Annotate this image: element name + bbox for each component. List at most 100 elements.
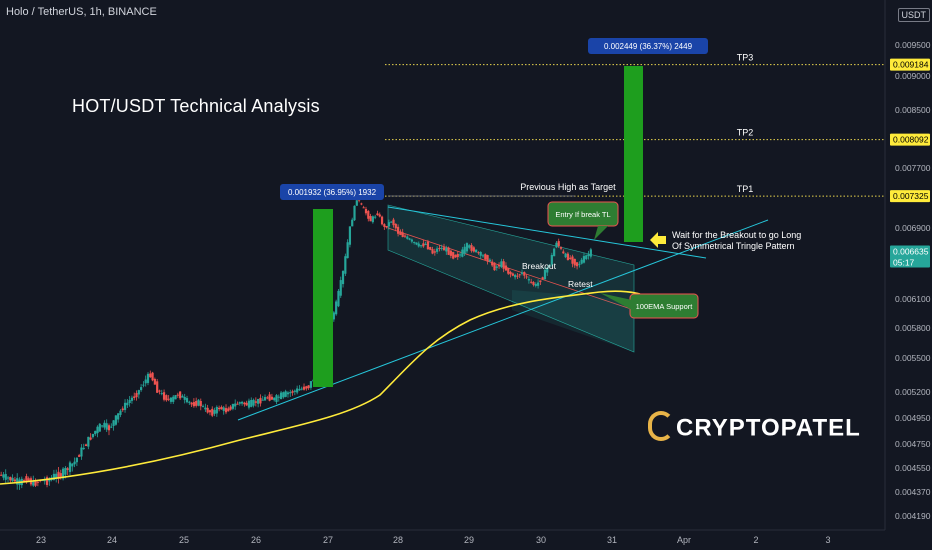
candle-body [564,253,567,258]
price-tag-countdown: 05:17 [893,258,915,268]
candle-body [413,241,416,243]
candle-body [135,393,138,398]
candle-body [536,282,540,286]
candle-body [119,410,122,415]
candle-body [369,216,372,222]
candle-body [185,398,189,403]
candle-body [80,447,83,457]
candle-body [254,401,257,403]
candle-body [298,389,301,391]
candle-body [98,423,101,432]
brand-logo: CRYPTOPATEL [648,411,861,444]
candle-body [353,205,356,221]
candle-body [383,224,386,227]
candle-body [151,372,154,381]
wait-note-line2: Of Symmetrical Tringle Pattern [672,241,795,251]
candle-body [84,444,88,446]
candle-body [48,479,51,482]
candle-body [243,402,246,405]
candle-body [364,208,368,214]
y-tick-label: 0.004750 [895,439,931,449]
candle-body [495,266,498,268]
candle-body [346,242,349,259]
y-tick-label: 0.009500 [895,40,931,50]
candle-body [169,397,173,402]
candle-body [208,410,212,413]
candle-body [300,388,303,390]
candle-body [117,413,120,420]
candle-body [284,391,287,397]
candle-body [385,225,388,228]
candle-body [401,232,404,237]
candle-body [514,274,517,278]
candle-body [452,252,455,259]
candle-body [378,214,381,217]
candle-body [426,241,430,250]
x-tick-label: 30 [536,535,546,545]
candle-body [34,480,37,486]
candle-body [534,283,537,286]
candle-body [500,261,503,268]
candle-body [275,395,278,403]
y-tick-label: 0.004370 [895,487,931,497]
ema-callout-pointer [600,293,632,310]
entry-callout [547,201,619,227]
candle-body [518,274,521,276]
candle-body [68,462,72,472]
descending-channel [387,204,635,353]
x-tick-label: Apr [677,535,691,545]
candle-body [73,461,76,465]
candle-body [477,252,480,254]
candle-body [575,262,579,267]
candle-body [190,402,193,405]
candle-body [566,253,570,261]
candle-body [449,250,452,256]
candle-body [96,426,99,434]
candle-body [406,236,409,239]
candle-body [247,400,251,408]
candle-body [158,390,161,392]
candle-body [488,259,491,262]
candle-body [6,477,10,479]
candle-body [351,219,354,227]
candle-body [222,407,225,411]
candle-body [261,399,264,401]
candle-body [215,406,218,414]
candle-body [417,243,420,247]
overlay-title: HOT/USDT Technical Analysis [72,96,320,116]
y-tick-label: 0.005500 [895,353,931,363]
candle-body [374,216,377,218]
currency-badge[interactable]: USDT [897,8,930,22]
y-tick-label: 0.005200 [895,387,931,397]
price-tag [890,245,930,268]
candle-body [224,408,228,413]
x-tick-label: 24 [107,535,117,545]
candle-body [82,447,85,449]
candle-body [183,396,186,400]
arrow-left-icon [650,232,666,248]
candle-body [75,457,78,463]
candle-body [543,269,547,280]
candle-body [569,257,572,259]
measure-tag-label: 0.002449 (36.37%) 2449 [604,42,693,51]
candle-body [348,226,352,245]
candle-body [289,392,292,394]
wait-note-line1: Wait for the Breakout to go Long [672,230,801,240]
retest-label: Retest [568,279,593,289]
candle-body [507,268,510,274]
y-tick-label: 0.006100 [895,294,931,304]
candle-body [341,271,345,285]
candle-body [445,248,448,252]
candle-body [371,216,374,223]
candle-body [431,249,434,254]
candle-body [213,410,216,414]
price-axis-panel [885,0,932,550]
candle-body [376,213,379,216]
candle-body [78,455,81,457]
price-tag-label: 0.009184 [893,60,929,70]
candle-body [112,420,115,427]
candle-body [259,397,262,404]
candle-body [456,253,459,258]
candle-body [502,261,505,269]
